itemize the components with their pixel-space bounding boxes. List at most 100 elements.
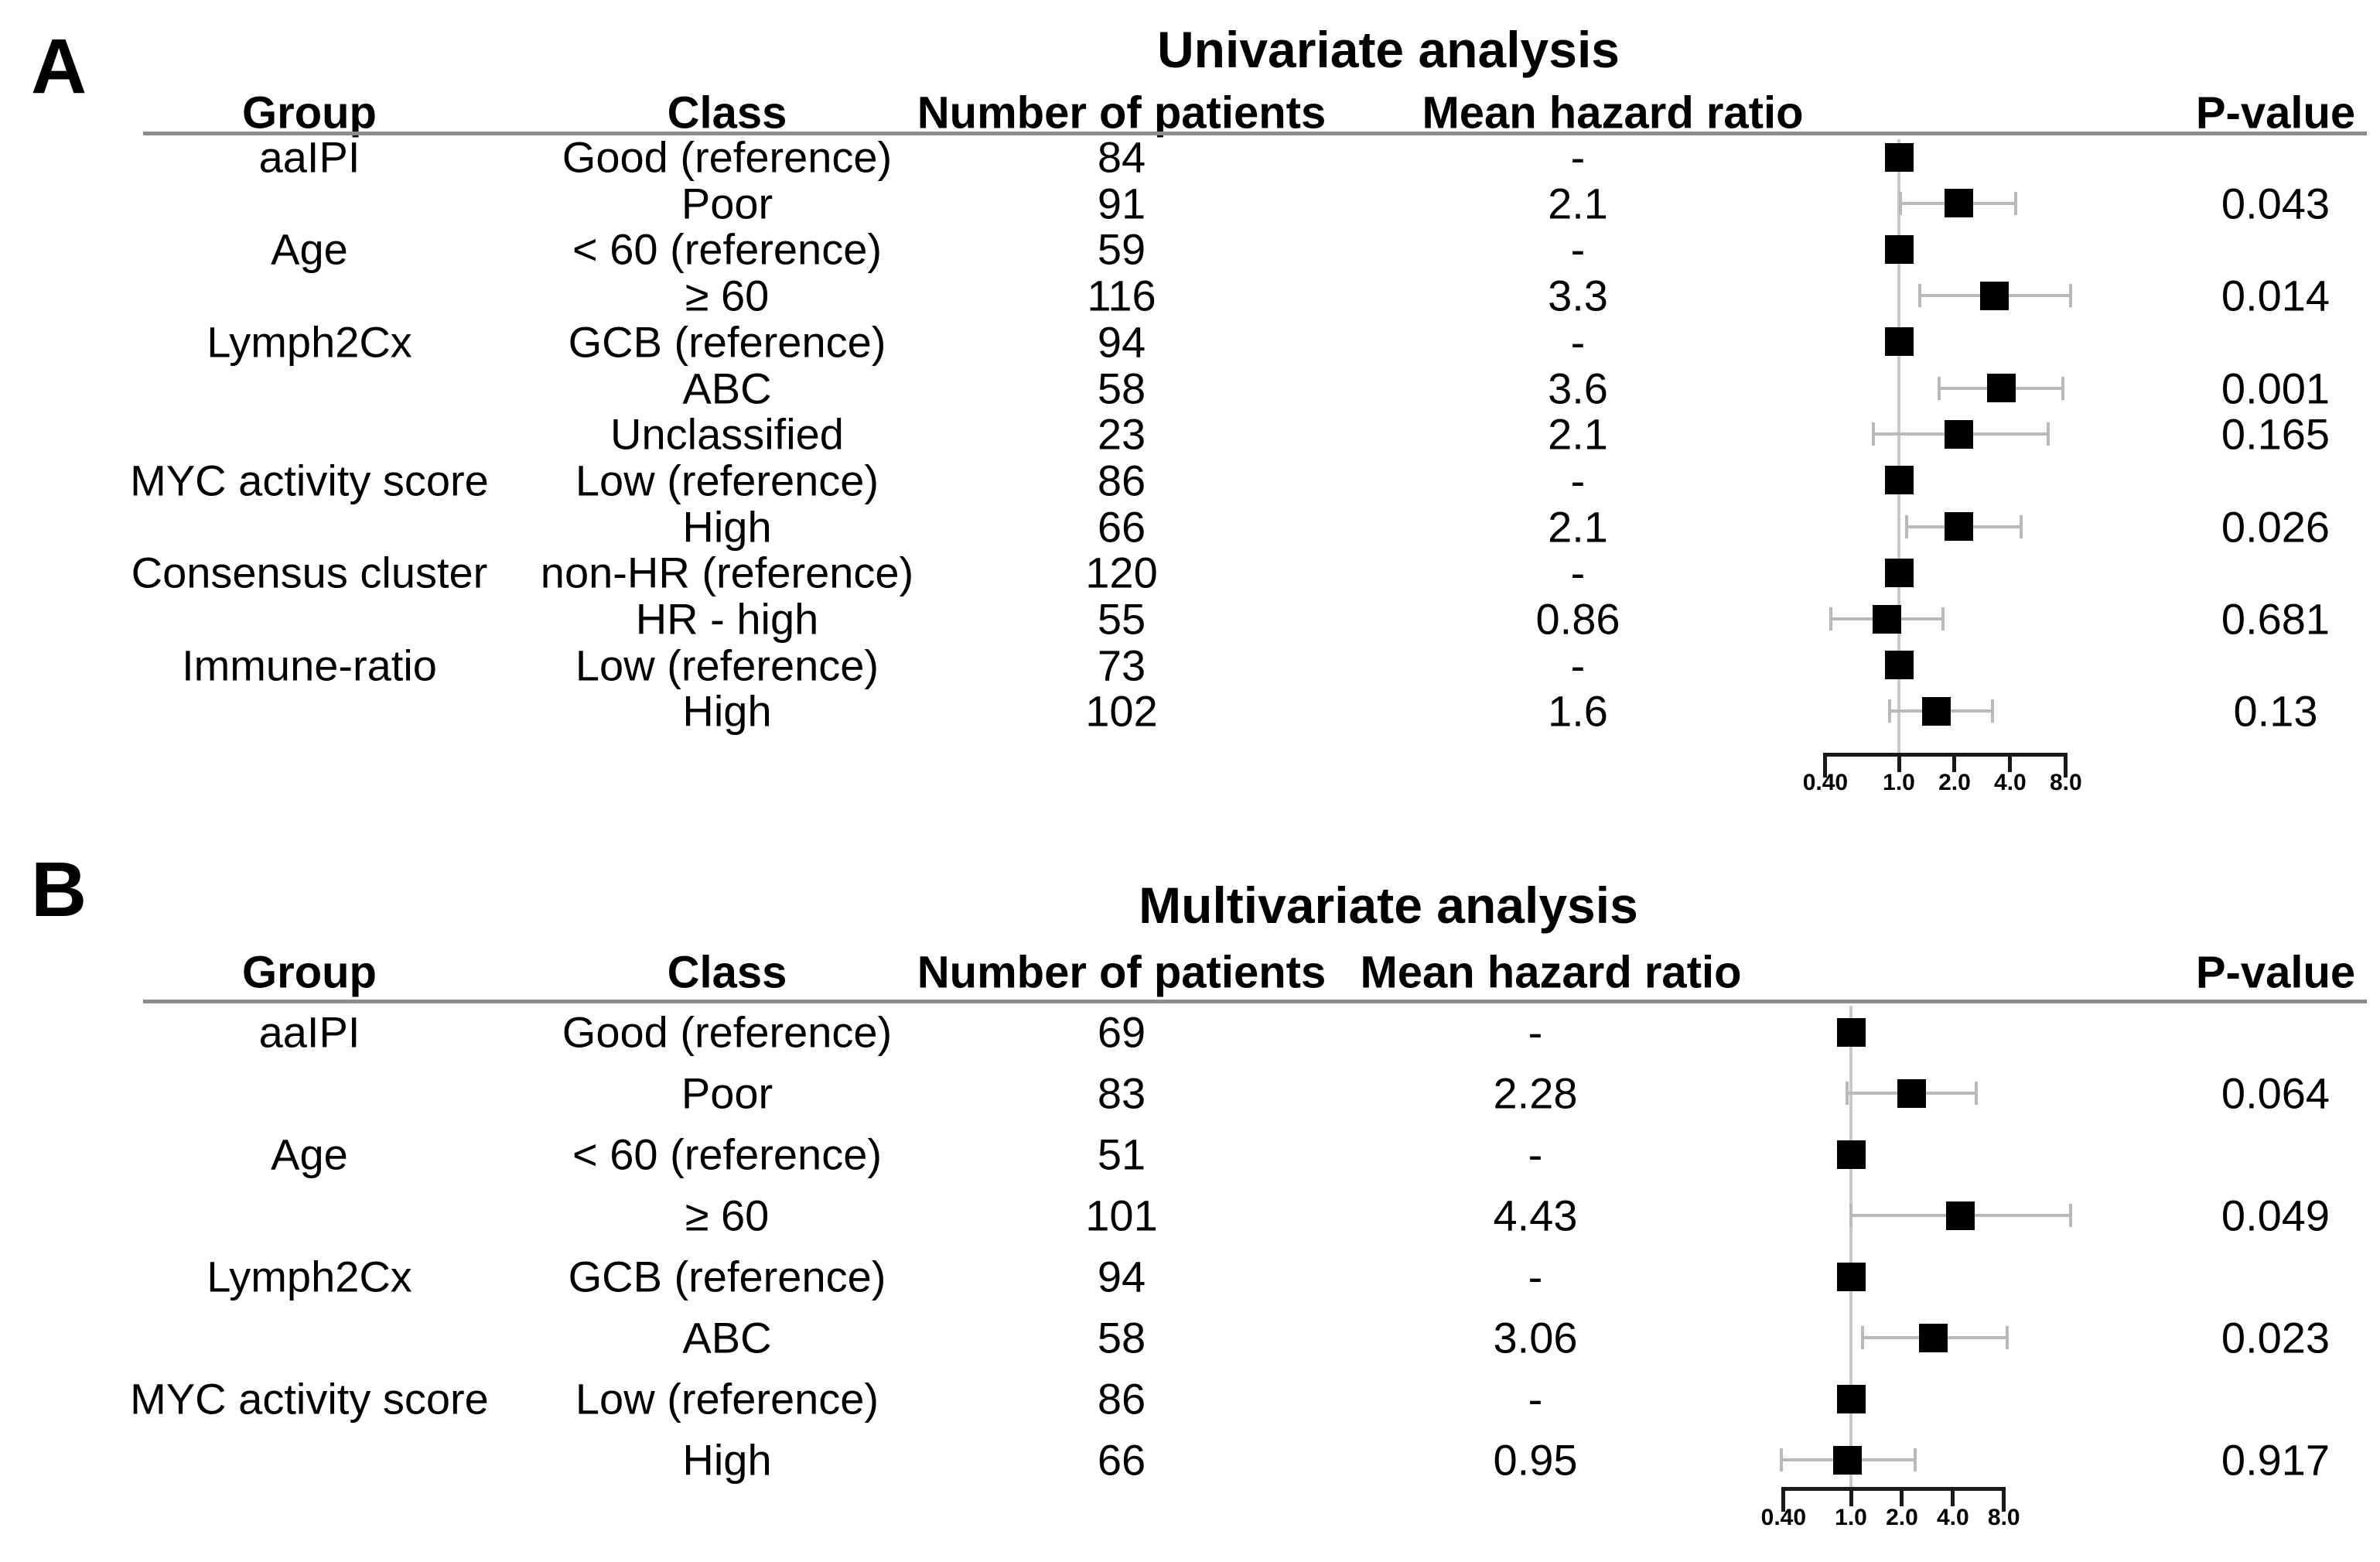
hazard-ratio-value: - <box>1528 1007 1543 1057</box>
hazard-ratio-marker <box>1944 189 1973 218</box>
column-header-class: Class <box>667 947 787 998</box>
patient-count: 91 <box>1097 179 1146 228</box>
patient-count: 120 <box>1085 548 1158 597</box>
reference-marker <box>1836 1140 1866 1169</box>
ci-cap-left <box>1918 284 1922 308</box>
p-value: 0.014 <box>2221 271 2330 320</box>
hazard-ratio-value: - <box>1528 1130 1543 1179</box>
x-axis-tick <box>2064 753 2068 778</box>
p-value: 0.13 <box>2233 686 2318 736</box>
hazard-ratio-value: - <box>1570 317 1586 367</box>
header-rule <box>143 132 2367 135</box>
p-value: 0.049 <box>2221 1191 2330 1240</box>
x-axis-tick <box>1900 1487 1904 1506</box>
patient-count: 58 <box>1097 364 1146 412</box>
class-label: ABC <box>682 1313 772 1362</box>
group-label: Immune-ratio <box>182 641 437 690</box>
column-header-hazard: Mean hazard ratio <box>1422 87 1804 138</box>
ci-cap-left <box>1849 1204 1852 1227</box>
hazard-ratio-value: 0.95 <box>1493 1435 1578 1485</box>
reference-marker <box>1884 558 1914 587</box>
x-axis-tick-label: 1.0 <box>1835 1505 1867 1530</box>
ci-cap-left <box>1846 1082 1849 1105</box>
patient-count: 69 <box>1097 1007 1146 1057</box>
hazard-ratio-marker <box>1980 281 2010 310</box>
class-label: HR - high <box>635 594 819 644</box>
p-value: 0.165 <box>2221 409 2330 459</box>
x-axis-tick <box>1823 753 1828 778</box>
panel-label-b: B <box>31 846 87 933</box>
reference-marker <box>1836 1384 1866 1413</box>
hazard-ratio-marker <box>1922 696 1951 726</box>
ci-cap-right <box>2068 1204 2072 1227</box>
patient-count: 94 <box>1097 1252 1146 1301</box>
reference-marker <box>1884 142 1914 172</box>
reference-marker <box>1884 651 1914 680</box>
column-header-patients: Number of patients <box>917 947 1327 998</box>
class-label: Low (reference) <box>575 456 879 505</box>
x-axis-tick <box>1897 753 1901 772</box>
column-header-pvalue: P-value <box>2195 87 2356 138</box>
ci-cap-left <box>1904 514 1908 538</box>
panel-title-univariate: Univariate analysis <box>1157 21 1620 78</box>
hazard-ratio-marker <box>1897 1078 1926 1108</box>
column-header-group: Group <box>242 947 377 998</box>
x-axis-tick-label: 0.40 <box>1802 770 1849 795</box>
x-axis-tick-label: 0.40 <box>1760 1505 1807 1530</box>
patient-count: 55 <box>1097 594 1146 644</box>
patient-count: 66 <box>1097 502 1146 552</box>
class-label: Good (reference) <box>562 132 893 182</box>
class-label: Good (reference) <box>562 1007 893 1057</box>
reference-marker <box>1884 466 1914 495</box>
patient-count: 101 <box>1085 1191 1158 1240</box>
class-label: High <box>682 1435 772 1485</box>
class-label: Poor <box>681 1068 773 1118</box>
x-axis-tick-label: 8.0 <box>2049 770 2082 795</box>
column-header-group: Group <box>242 87 377 138</box>
p-value: 0.043 <box>2221 179 2330 228</box>
class-label: High <box>682 502 772 552</box>
class-label: < 60 (reference) <box>572 224 882 274</box>
ci-cap-right <box>1990 699 1994 723</box>
patient-count: 58 <box>1097 1313 1146 1362</box>
ci-cap-left <box>1937 376 1941 400</box>
class-label: GCB (reference) <box>568 1252 886 1301</box>
patient-count: 84 <box>1097 132 1146 182</box>
patient-count: 23 <box>1097 409 1146 459</box>
class-label: Low (reference) <box>575 641 879 690</box>
panel-title-multivariate: Multivariate analysis <box>1139 877 1638 934</box>
group-label: Consensus cluster <box>131 548 488 597</box>
ci-cap-left <box>1780 1448 1784 1471</box>
ci-cap-right <box>1914 1448 1917 1471</box>
ci-cap-right <box>2014 191 2018 215</box>
hazard-ratio-marker <box>1872 604 1901 634</box>
group-label: MYC activity score <box>130 456 489 505</box>
hazard-ratio-value: - <box>1528 1252 1543 1301</box>
hazard-ratio-value: - <box>1570 132 1586 182</box>
x-axis-line <box>1783 1487 2004 1491</box>
column-header-hazard: Mean hazard ratio <box>1360 947 1742 998</box>
column-header-pvalue: P-value <box>2195 947 2356 998</box>
hazard-ratio-value: - <box>1570 641 1586 690</box>
hazard-ratio-value: 4.43 <box>1493 1191 1578 1240</box>
class-label: GCB (reference) <box>568 317 886 367</box>
hazard-ratio-marker <box>1987 374 2016 402</box>
hazard-ratio-value: - <box>1570 548 1586 597</box>
x-axis-tick <box>2002 1487 2006 1512</box>
hazard-ratio-marker <box>1944 419 1973 449</box>
patient-count: 102 <box>1085 686 1158 736</box>
ci-cap-right <box>2046 422 2050 446</box>
x-axis-tick <box>1781 1487 1786 1512</box>
reference-line <box>1849 1006 1852 1504</box>
patient-count: 73 <box>1097 641 1146 690</box>
patient-count: 83 <box>1097 1068 1146 1118</box>
ci-cap-left <box>1829 607 1833 631</box>
hazard-ratio-value: 1.6 <box>1548 686 1608 736</box>
ci-cap-right <box>2020 514 2023 538</box>
x-axis-tick-label: 8.0 <box>1987 1505 2020 1530</box>
ci-cap-right <box>1941 607 1945 631</box>
reference-marker <box>1836 1017 1866 1047</box>
class-label: ABC <box>682 364 772 412</box>
patient-count: 116 <box>1087 271 1156 320</box>
